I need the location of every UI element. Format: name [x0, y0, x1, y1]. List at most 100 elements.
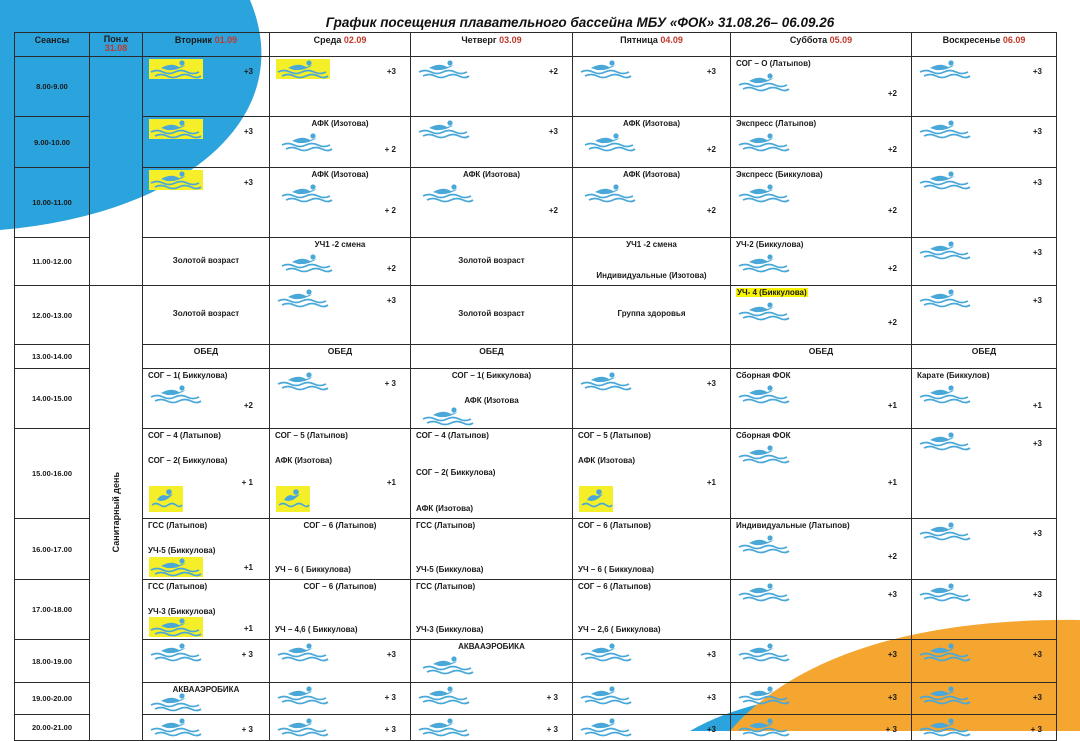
- participant-count: + 3: [885, 725, 897, 734]
- schedule-cell-friday: УЧ1 -2 смена Индивидуальные (Изотова): [572, 237, 731, 286]
- swimmer-icon: [918, 521, 972, 541]
- cell-content: Экспресс (Латыпов) +2: [731, 117, 911, 167]
- session-time: 19.00-20.00: [14, 682, 90, 715]
- cell-content: +3: [573, 683, 730, 714]
- lunch-label: ОБЕД: [971, 346, 997, 356]
- swimmer-icon: [918, 431, 972, 451]
- schedule-cell-friday: СОГ – 5 (Латыпов) АФК (Изотова) +1: [572, 428, 731, 519]
- cell-content: Сборная ФОК +1: [731, 369, 911, 428]
- swimmer-icon: [737, 444, 791, 464]
- swimmer-icon: [276, 371, 330, 391]
- cell-content: +3: [143, 117, 269, 167]
- swimmer-icon: [417, 685, 471, 705]
- participant-count: +3: [1032, 248, 1042, 257]
- participant-count: +2: [887, 206, 897, 215]
- cell-content: +3: [912, 57, 1056, 116]
- swimmer-icon: [918, 717, 972, 737]
- cell-content: СОГ – 4 (Латыпов) СОГ – 2( Биккулова) АФК …: [411, 429, 572, 518]
- session-label: Индивидуальные (Латыпов): [736, 521, 850, 530]
- session-time: 11.00-12.00: [14, 237, 90, 286]
- schedule-cell-wednesday: +3: [269, 639, 411, 683]
- lunch-label: ОБЕД: [808, 346, 834, 356]
- participant-count: +2: [548, 67, 558, 76]
- participant-count: + 3: [546, 725, 558, 734]
- swimmer-icon: [579, 59, 633, 79]
- session-label: УЧ – 6 ( Биккулова): [578, 565, 654, 574]
- cell-content: +3: [731, 640, 911, 682]
- schedule-cell-saturday: +3: [730, 639, 912, 683]
- schedule-row: 18.00-19.00 + 3 +3 АКВААЭРОБИКА +3 +3 +3: [14, 639, 1057, 683]
- header-monday-date: 31.08: [104, 43, 128, 53]
- schedule-cell-tuesday: ГСС (Латыпов) УЧ-3 (Биккулова) +1: [142, 579, 270, 640]
- cell-content: +3: [573, 57, 730, 116]
- cell-content: АФК (Изотова) +2: [573, 117, 730, 167]
- schedule-title: График посещения плавательного бассейна …: [325, 15, 835, 30]
- schedule-cell-sunday: + 3: [911, 714, 1057, 741]
- cell-content: +3: [143, 57, 269, 116]
- session-label: СОГ – 1( Биккулова): [148, 371, 228, 380]
- participant-count: +1: [386, 478, 396, 487]
- cell-content: АФК (Изотова) + 2: [270, 117, 410, 167]
- schedule-cell-sunday: +3: [911, 167, 1057, 238]
- schedule-table: Сеансы Пон.к 31.08 Вторник 01.09 Среда 02.09…: [14, 32, 1057, 741]
- cell-content: СОГ – 1( Биккулова) +2: [143, 369, 269, 428]
- cell-content: + 3: [270, 683, 410, 714]
- header-day-wednesday: Среда 02.09: [269, 32, 411, 57]
- cell-content: ГСС (Латыпов) УЧ-5 (Биккулова) +1: [143, 519, 269, 579]
- cell-content: + 3: [912, 715, 1056, 740]
- swimmer-icon: [280, 132, 334, 152]
- session-label: АФК (Изотова): [416, 504, 474, 513]
- cell-content: СОГ – О (Латыпов) +2: [731, 57, 911, 116]
- cell-content: Экспресс (Биккулова) +2: [731, 168, 911, 237]
- participant-count: +3: [706, 693, 716, 702]
- swimmer-icon: [918, 384, 972, 404]
- cell-content: АФК (Изотова) +2: [411, 168, 572, 237]
- swimmer-icon: [579, 717, 633, 737]
- cell-content: +3: [912, 168, 1056, 237]
- schedule-row: 12.00-13.00 Санитарный день Золотой возрас…: [14, 285, 1057, 741]
- header-row: Сеансы Пон.к 31.08 Вторник 01.09 Среда 02.09…: [14, 32, 1057, 57]
- session-label: АФК (Изотова): [311, 119, 369, 128]
- schedule-cell-sunday: +3: [911, 116, 1057, 168]
- cell-content: +3: [912, 117, 1056, 167]
- schedule-cell-tuesday: +3: [142, 116, 270, 168]
- schedule-cell-sunday: +3: [911, 639, 1057, 683]
- header-day-date: 01.09: [214, 35, 238, 45]
- swimmer-icon: [276, 59, 330, 79]
- cell-content: + 3: [411, 683, 572, 714]
- session-label: АФК (Изотова: [464, 396, 519, 405]
- session-label: Экспресс (Биккулова): [736, 170, 823, 179]
- participant-count: +1: [706, 478, 716, 487]
- lunch-cell-sunday: ОБЕД: [911, 344, 1057, 369]
- schedule-cell-friday: +3: [572, 682, 731, 715]
- swimmer-icon: [737, 72, 791, 92]
- cell-content: АКВААЭРОБИКА: [143, 683, 269, 714]
- participant-count: +3: [1032, 529, 1042, 538]
- participant-count: +2: [386, 264, 396, 273]
- monday-sanitary-cell: Санитарный день: [89, 285, 143, 741]
- session-label: УЧ – 6 ( Биккулова): [275, 565, 351, 574]
- participant-count: +2: [706, 145, 716, 154]
- cell-content: +3: [912, 683, 1056, 714]
- cell-content: [573, 345, 730, 368]
- cell-content: ОБЕД: [143, 345, 269, 368]
- schedule-cell-wednesday: +3: [269, 56, 411, 117]
- swimmer-icon: [737, 642, 791, 662]
- schedule-cell-saturday: + 3: [730, 714, 912, 741]
- swimmer-icon: [737, 717, 791, 737]
- swimmer-icon: [276, 717, 330, 737]
- schedule-cell-thursday: СОГ – 4 (Латыпов) СОГ – 2( Биккулова) АФК …: [410, 428, 573, 519]
- header-day-date: 06.09: [1002, 35, 1026, 45]
- schedule-cell-wednesday: СОГ – 6 (Латыпов) УЧ – 4,6 ( Биккулова): [269, 579, 411, 640]
- schedule-cell-wednesday: АФК (Изотова) + 2: [269, 116, 411, 168]
- session-label: СОГ – 6 (Латыпов): [303, 521, 377, 530]
- header-sessions: Сеансы: [14, 32, 90, 57]
- header-day-label: Четверг: [461, 35, 497, 45]
- swimmer-icon: [149, 617, 203, 637]
- session-label: УЧ-5 (Биккулова): [148, 546, 216, 555]
- lunch-cell-wednesday: ОБЕД: [269, 344, 411, 369]
- header-day-date: 05.09: [829, 35, 853, 45]
- participant-count: +3: [706, 725, 716, 734]
- participant-count: + 3: [384, 693, 396, 702]
- participant-count: +2: [887, 264, 897, 273]
